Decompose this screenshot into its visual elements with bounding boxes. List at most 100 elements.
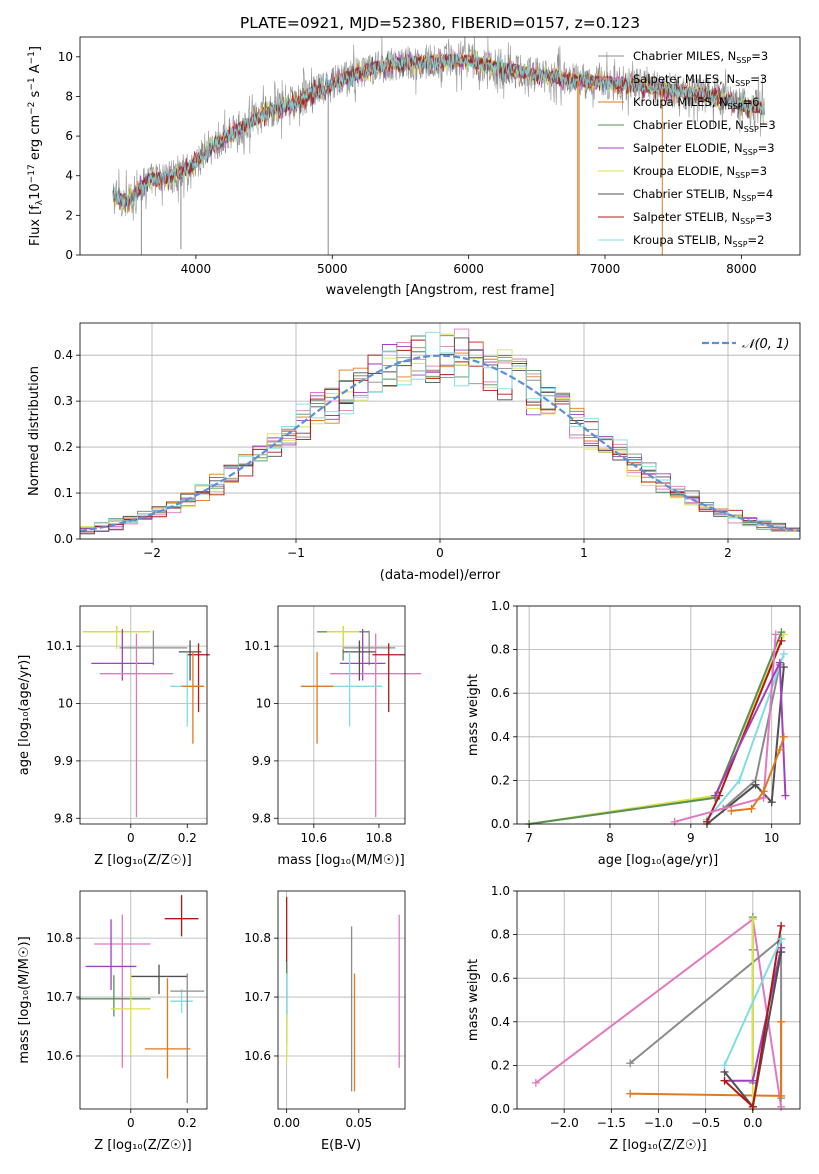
weight-vs-age-marker-1: [777, 628, 786, 637]
residuals-xtick-label: −2: [143, 546, 161, 560]
weight-vs-age-ytick-label: 0.6: [491, 686, 510, 700]
residuals-ytick-label: 0.1: [54, 486, 73, 500]
spectrum-xtick-label: 7000: [590, 262, 621, 276]
age-vs-mass-ticks: 10.6 10.8 9.8 9.9 10 10.1: [244, 639, 392, 845]
age-vs-mass-frame: [277, 605, 406, 825]
residuals-steps: [80, 328, 800, 537]
weight-vs-age-ytick-label: 0.0: [491, 817, 510, 831]
age-vs-Z-ytick-label: 9.9: [54, 754, 73, 768]
spectrum-line-6: [112, 53, 765, 209]
mass-vs-EBV-ticks: 0.00 0.05 10.6 10.7 10.8: [244, 931, 372, 1130]
age-vs-mass-ytick-label: 10: [256, 697, 271, 711]
age-vs-mass-ytick-label: 10.1: [244, 639, 271, 653]
spectrum-legend-label-6: Chabrier STELIB, NSSP=4: [633, 187, 773, 203]
spectrum-line-8: [112, 50, 765, 208]
spectrum-xtick-label: 8000: [726, 262, 757, 276]
spectrum-xtick-label: 6000: [453, 262, 484, 276]
weight-vs-age-ytick-label: 0.2: [491, 773, 510, 787]
mass-vs-EBV-frame: [277, 890, 406, 1110]
residuals-hist-8: [80, 331, 800, 536]
weight-vs-Z-xtick-label: −1.0: [644, 1116, 673, 1130]
mass-vs-Z-ytick-label: 10.8: [46, 931, 73, 945]
spectrum-legend-label-0: Chabrier MILES, NSSP=3: [633, 49, 768, 65]
weight-vs-age-xtick-label: 7: [525, 831, 533, 845]
weight-vs-age-xtick-label: 10: [764, 831, 779, 845]
weight-vs-Z-marker-2: [626, 1089, 635, 1098]
mass-vs-EBV-xtick-label: 0.05: [345, 1116, 372, 1130]
weight-vs-age-marker-3: [751, 780, 760, 789]
age-vs-mass-xlabel: mass [log₁₀(M/M☉)]: [277, 853, 404, 868]
mass-vs-Z-plot-area: [77, 891, 207, 1109]
spectrum-legend-label-7: Salpeter STELIB, NSSP=3: [633, 210, 772, 226]
residuals-ytick-label: 0.0: [54, 532, 73, 546]
spectrum-xtick-label: 5000: [317, 262, 348, 276]
weight-vs-Z-plot-area: [517, 890, 800, 1113]
weight-vs-Z-ytick-label: 1.0: [491, 884, 510, 898]
mass-vs-Z-ticks: 0 0.2 10.6 10.7 10.8: [46, 931, 197, 1130]
weight-vs-age-marker-5: [703, 817, 712, 826]
weight-vs-age-xtick-label: 9: [687, 831, 695, 845]
residuals-xtick-label: 2: [724, 546, 732, 560]
weight-vs-Z-ytick-label: 0.8: [491, 928, 510, 942]
weight-vs-Z-marker-8: [777, 934, 786, 943]
mass-vs-Z-xtick-label: 0: [127, 1116, 135, 1130]
mass-vs-Z-frame: [79, 890, 208, 1110]
weight-vs-age-ytick-label: 0.4: [491, 730, 510, 744]
weight-vs-age-marker-4: [779, 649, 788, 658]
residuals-xlabel: (data-model)/error: [380, 568, 501, 583]
mass-vs-Z-ytick-label: 10.7: [46, 990, 73, 1004]
weight-vs-Z-line-8: [723, 938, 783, 1066]
weight-vs-Z-xtick-label: −1.5: [597, 1116, 626, 1130]
weight-vs-age-plot-area: [517, 605, 800, 828]
spectrum-legend-label-8: Kroupa STELIB, NSSP=2: [633, 233, 764, 249]
mass-vs-Z-xlabel: Z [log₁₀(Z/Z☉)]: [94, 1138, 191, 1153]
weight-vs-Z-ylabel: mass weight: [466, 959, 481, 1041]
weight-vs-age-marker-8: [775, 745, 784, 754]
mass-vs-Z-panel: 0 0.2 10.6 10.7 10.8 Z [log₁₀(Z/Z☉)] mass [l…: [17, 890, 208, 1153]
spectrum-ytick-label: 10: [58, 50, 73, 64]
weight-vs-Z-marker-7: [777, 921, 786, 930]
weight-vs-age-marker-8: [779, 732, 788, 741]
weight-vs-age-frame: [516, 605, 801, 825]
weight-vs-Z-marker-4: [748, 915, 757, 924]
weight-vs-age-marker-6: [670, 817, 679, 826]
spectrum-legend-label-4: Salpeter ELODIE, NSSP=3: [633, 141, 775, 157]
age-vs-mass-plot-area: [278, 606, 422, 824]
mass-vs-EBV-xtick-label: 0.00: [273, 1116, 300, 1130]
age-vs-Z-xlabel: Z [log₁₀(Z/Z☉)]: [94, 853, 191, 868]
residuals-legend: 𝒩(0, 1): [702, 337, 789, 352]
weight-vs-Z-ytick-label: 0.0: [491, 1102, 510, 1116]
weight-vs-age-xlabel: age [log₁₀(age/yr)]: [598, 853, 719, 868]
mass-vs-Z-ytick-label: 10.6: [46, 1049, 73, 1063]
residuals-plot-area: [80, 323, 800, 540]
mass-vs-EBV-xlabel: E(B-V): [321, 1138, 361, 1153]
weight-vs-age-marker-8: [759, 787, 768, 796]
age-vs-Z-ytick-label: 9.8: [54, 811, 73, 825]
weight-vs-age-marker-8: [747, 804, 756, 813]
spectrum-plot-area: [112, 37, 765, 255]
spectrum-legend-label-1: Salpeter MILES, NSSP=3: [633, 72, 767, 88]
residuals-panel: −2 −1 0 1 2 0.0 0.1 0.2 0.3 0.4 (data-model)/erro…: [27, 322, 801, 583]
age-vs-Z-ytick-label: 10: [58, 697, 73, 711]
mass-vs-Z-ylabel: mass [log₁₀(M/M☉)]: [17, 936, 32, 1063]
spectrum-panel: 4000 5000 6000 7000 8000 0 2 4 6 8 10 wavelength […: [27, 36, 801, 298]
weight-vs-age-line-6: [674, 634, 777, 823]
figure-title: PLATE=0921, MJD=52380, FIBERID=0157, z=0…: [240, 14, 640, 32]
mass-vs-EBV-plot-area: [278, 891, 405, 1109]
weight-vs-Z-marker-5: [748, 1076, 757, 1085]
weight-vs-Z-marker-2: [777, 1091, 786, 1100]
age-vs-Z-panel: 0 0.2 9.8 9.9 10 10.1 Z [log₁₀(Z/Z☉)] age [lo…: [17, 605, 210, 868]
residuals-ticks: −2 −1 0 1 2 0.0 0.1 0.2 0.3 0.4: [54, 348, 732, 560]
spectrum-lines: [112, 37, 765, 255]
weight-vs-age-marker-7: [775, 658, 784, 667]
age-vs-Z-ticks: 0 0.2 9.8 9.9 10 10.1: [46, 639, 197, 845]
residuals-ylabel: Normed distribution: [27, 366, 42, 496]
weight-vs-Z-xlabel: Z [log₁₀(Z/Z☉)]: [609, 1138, 706, 1153]
weight-vs-age-xtick-label: 8: [606, 831, 614, 845]
spectrum-legend-label-2: Kroupa MILES, NSSP=6: [633, 95, 759, 111]
weight-vs-age-marker-7: [711, 791, 720, 800]
residuals-ytick-label: 0.2: [54, 440, 73, 454]
weight-vs-age-marker-8: [727, 806, 736, 815]
mass-vs-EBV-ytick-label: 10.8: [244, 931, 271, 945]
